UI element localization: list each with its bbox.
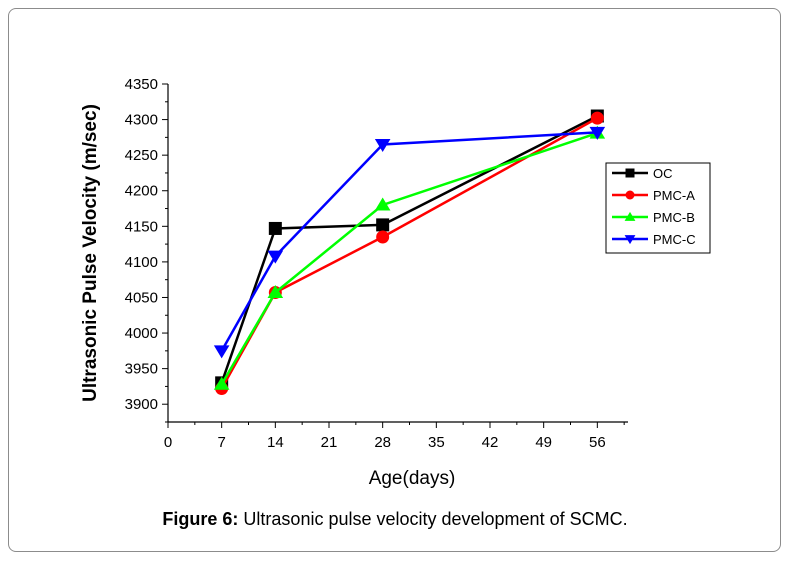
legend-item-pmc-b: PMC-B — [612, 210, 695, 225]
series-line-pmc-b — [220, 131, 598, 385]
data-point-pmc-c — [213, 345, 230, 359]
y-tick-label: 4150 — [125, 218, 158, 235]
data-point-pmc-a — [376, 230, 390, 244]
legend-label: PMC-A — [653, 188, 695, 203]
x-tick-label: 21 — [321, 434, 338, 451]
data-point-pmc-b — [213, 376, 230, 390]
y-tick-label: 3950 — [125, 361, 158, 378]
legend-label: OC — [653, 166, 673, 181]
data-point-pmc-c — [374, 138, 391, 152]
legend-marker — [625, 168, 635, 178]
y-tick-label: 4300 — [125, 112, 158, 129]
y-tick-label: 4250 — [125, 147, 158, 164]
series-layer — [213, 109, 606, 396]
y-tick-label: 4200 — [125, 183, 158, 200]
legend-box — [605, 162, 711, 254]
legend-label: PMC-B — [653, 210, 695, 225]
data-point-oc — [268, 221, 282, 235]
data-point-pmc-c — [589, 126, 606, 140]
data-point-pmc-a — [590, 111, 604, 125]
y-tick-label: 3900 — [125, 396, 158, 413]
x-tick-label: 35 — [428, 434, 445, 451]
legend-marker — [624, 211, 636, 221]
legend-marker — [625, 190, 635, 200]
y-tick-label: 4000 — [125, 325, 158, 342]
figure-frame — [8, 8, 781, 552]
data-point-pmc-b — [267, 285, 284, 299]
legend-item-pmc-c: PMC-C — [612, 232, 696, 247]
legend: OC PMC-A PMC-B PMC-C — [605, 162, 711, 254]
y-tick-label: 4350 — [125, 76, 158, 93]
series-line-pmc-c — [220, 131, 598, 352]
x-tick-label: 28 — [374, 434, 391, 451]
axes: 0 7 14 21 28 35 42 49 56 3900 3950 4000 4050 4100 4150… — [125, 76, 628, 451]
x-tick-label: 7 — [217, 434, 225, 451]
legend-item-pmc-a: PMC-A — [612, 188, 695, 203]
y-tick-label: 4050 — [125, 289, 158, 306]
y-axis-title: Ultrasonic Pulse Velocity (m/sec) — [80, 104, 101, 402]
data-point-oc — [376, 218, 390, 232]
x-tick-label: 42 — [482, 434, 499, 451]
x-tick-label: 56 — [589, 434, 606, 451]
x-tick-label: 14 — [267, 434, 284, 451]
legend-label: PMC-C — [653, 232, 696, 247]
series-pmc-c — [213, 126, 606, 359]
x-axis-title: Age(days) — [369, 468, 456, 489]
figure-caption: Figure 6: Ultrasonic pulse velocity deve… — [0, 509, 790, 530]
series-line-oc — [220, 114, 598, 384]
legend-marker — [624, 235, 636, 245]
y-tick-label: 4100 — [125, 254, 158, 271]
x-tick-label: 0 — [164, 434, 172, 451]
legend-item-oc: OC — [612, 166, 673, 181]
x-tick-label: 49 — [535, 434, 552, 451]
figure-caption-label: Figure 6: — [162, 509, 239, 529]
figure-caption-text: Ultrasonic pulse velocity development of… — [238, 509, 628, 529]
data-point-pmc-b — [374, 197, 391, 211]
data-point-pmc-c — [267, 250, 284, 264]
